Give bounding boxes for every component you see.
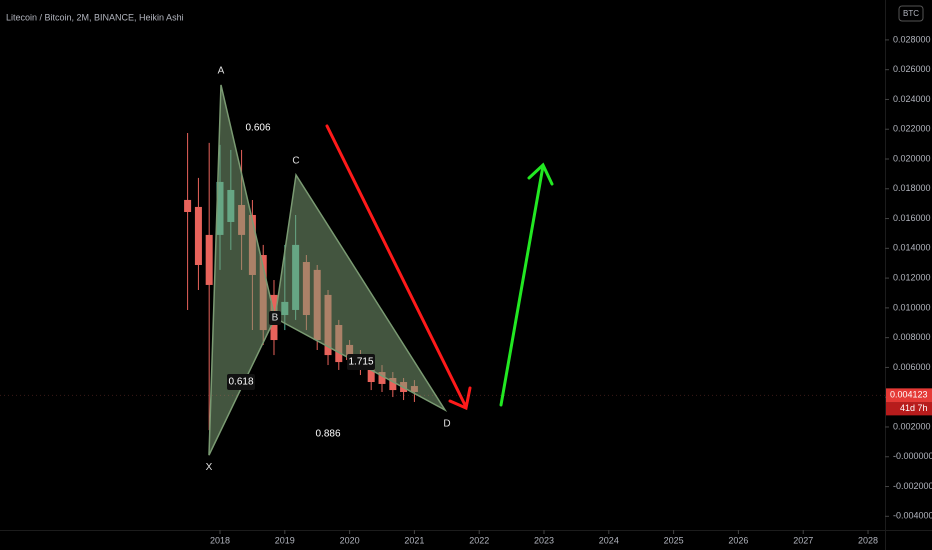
y-tick-label: 0.028000 [893, 34, 931, 44]
countdown: 41d 7h [900, 403, 928, 413]
last-price: 0.004123 [890, 390, 928, 400]
ratio-label: 0.618 [228, 377, 253, 388]
x-tick-label: 2023 [534, 535, 554, 545]
ratio-label: 1.715 [348, 357, 373, 368]
point-label: C [292, 156, 299, 167]
y-tick-label: 0.012000 [893, 272, 931, 282]
y-tick-label: 0.010000 [893, 302, 931, 312]
y-tick-label: 0.022000 [893, 124, 931, 134]
candle-body [194, 206, 202, 265]
up-arrow [499, 162, 554, 407]
currency-box[interactable] [898, 5, 924, 22]
point-label: D [443, 419, 450, 430]
y-tick-label: -0.000000 [893, 451, 932, 461]
x-tick-label: 2024 [599, 535, 619, 545]
y-tick-label: 0.002000 [893, 421, 931, 431]
candle-body [184, 199, 192, 212]
x-tick-label: 2026 [728, 535, 748, 545]
x-tick-label: 2027 [793, 535, 813, 545]
x-tick-label: 2020 [340, 535, 360, 545]
x-tick-label: 2028 [858, 535, 878, 545]
ratio-box [347, 354, 375, 370]
point-label: B [272, 313, 279, 324]
last-price-box [886, 388, 932, 403]
y-tick-label: 0.014000 [893, 243, 931, 253]
down-arrow [325, 124, 472, 411]
candle-body [378, 372, 386, 384]
candle-body [367, 359, 375, 383]
ratio-box [227, 374, 255, 390]
x-tick-label: 2022 [469, 535, 489, 545]
x-tick-label: 2018 [210, 535, 230, 545]
point-label: X [206, 462, 213, 473]
x-tick-label: 2021 [404, 535, 424, 545]
y-tick-label: -0.002000 [893, 481, 932, 491]
ratio-label: 0.886 [315, 429, 340, 440]
x-tick-label: 2019 [275, 535, 295, 545]
y-tick-label: 0.024000 [893, 94, 931, 104]
y-tick-label: 0.020000 [893, 153, 931, 163]
y-tick-label: 0.026000 [893, 64, 931, 74]
chart-title: Litecoin / Bitcoin, 2M, BINANCE, Heikin … [6, 12, 184, 22]
y-tick-label: 0.006000 [893, 362, 931, 372]
y-tick-label: 0.008000 [893, 332, 931, 342]
y-tick-label: 0.018000 [893, 183, 931, 193]
ratio-label: 0.606 [245, 123, 270, 134]
countdown-box [886, 402, 932, 416]
candle-body [389, 377, 397, 391]
y-tick-label: 0.016000 [893, 213, 931, 223]
y-tick-label: -0.004000 [893, 511, 932, 521]
point-label-box [269, 311, 282, 325]
point-label: A [218, 66, 225, 77]
candle-body [205, 234, 213, 285]
x-tick-label: 2025 [664, 535, 684, 545]
currency[interactable]: BTC [903, 9, 919, 18]
